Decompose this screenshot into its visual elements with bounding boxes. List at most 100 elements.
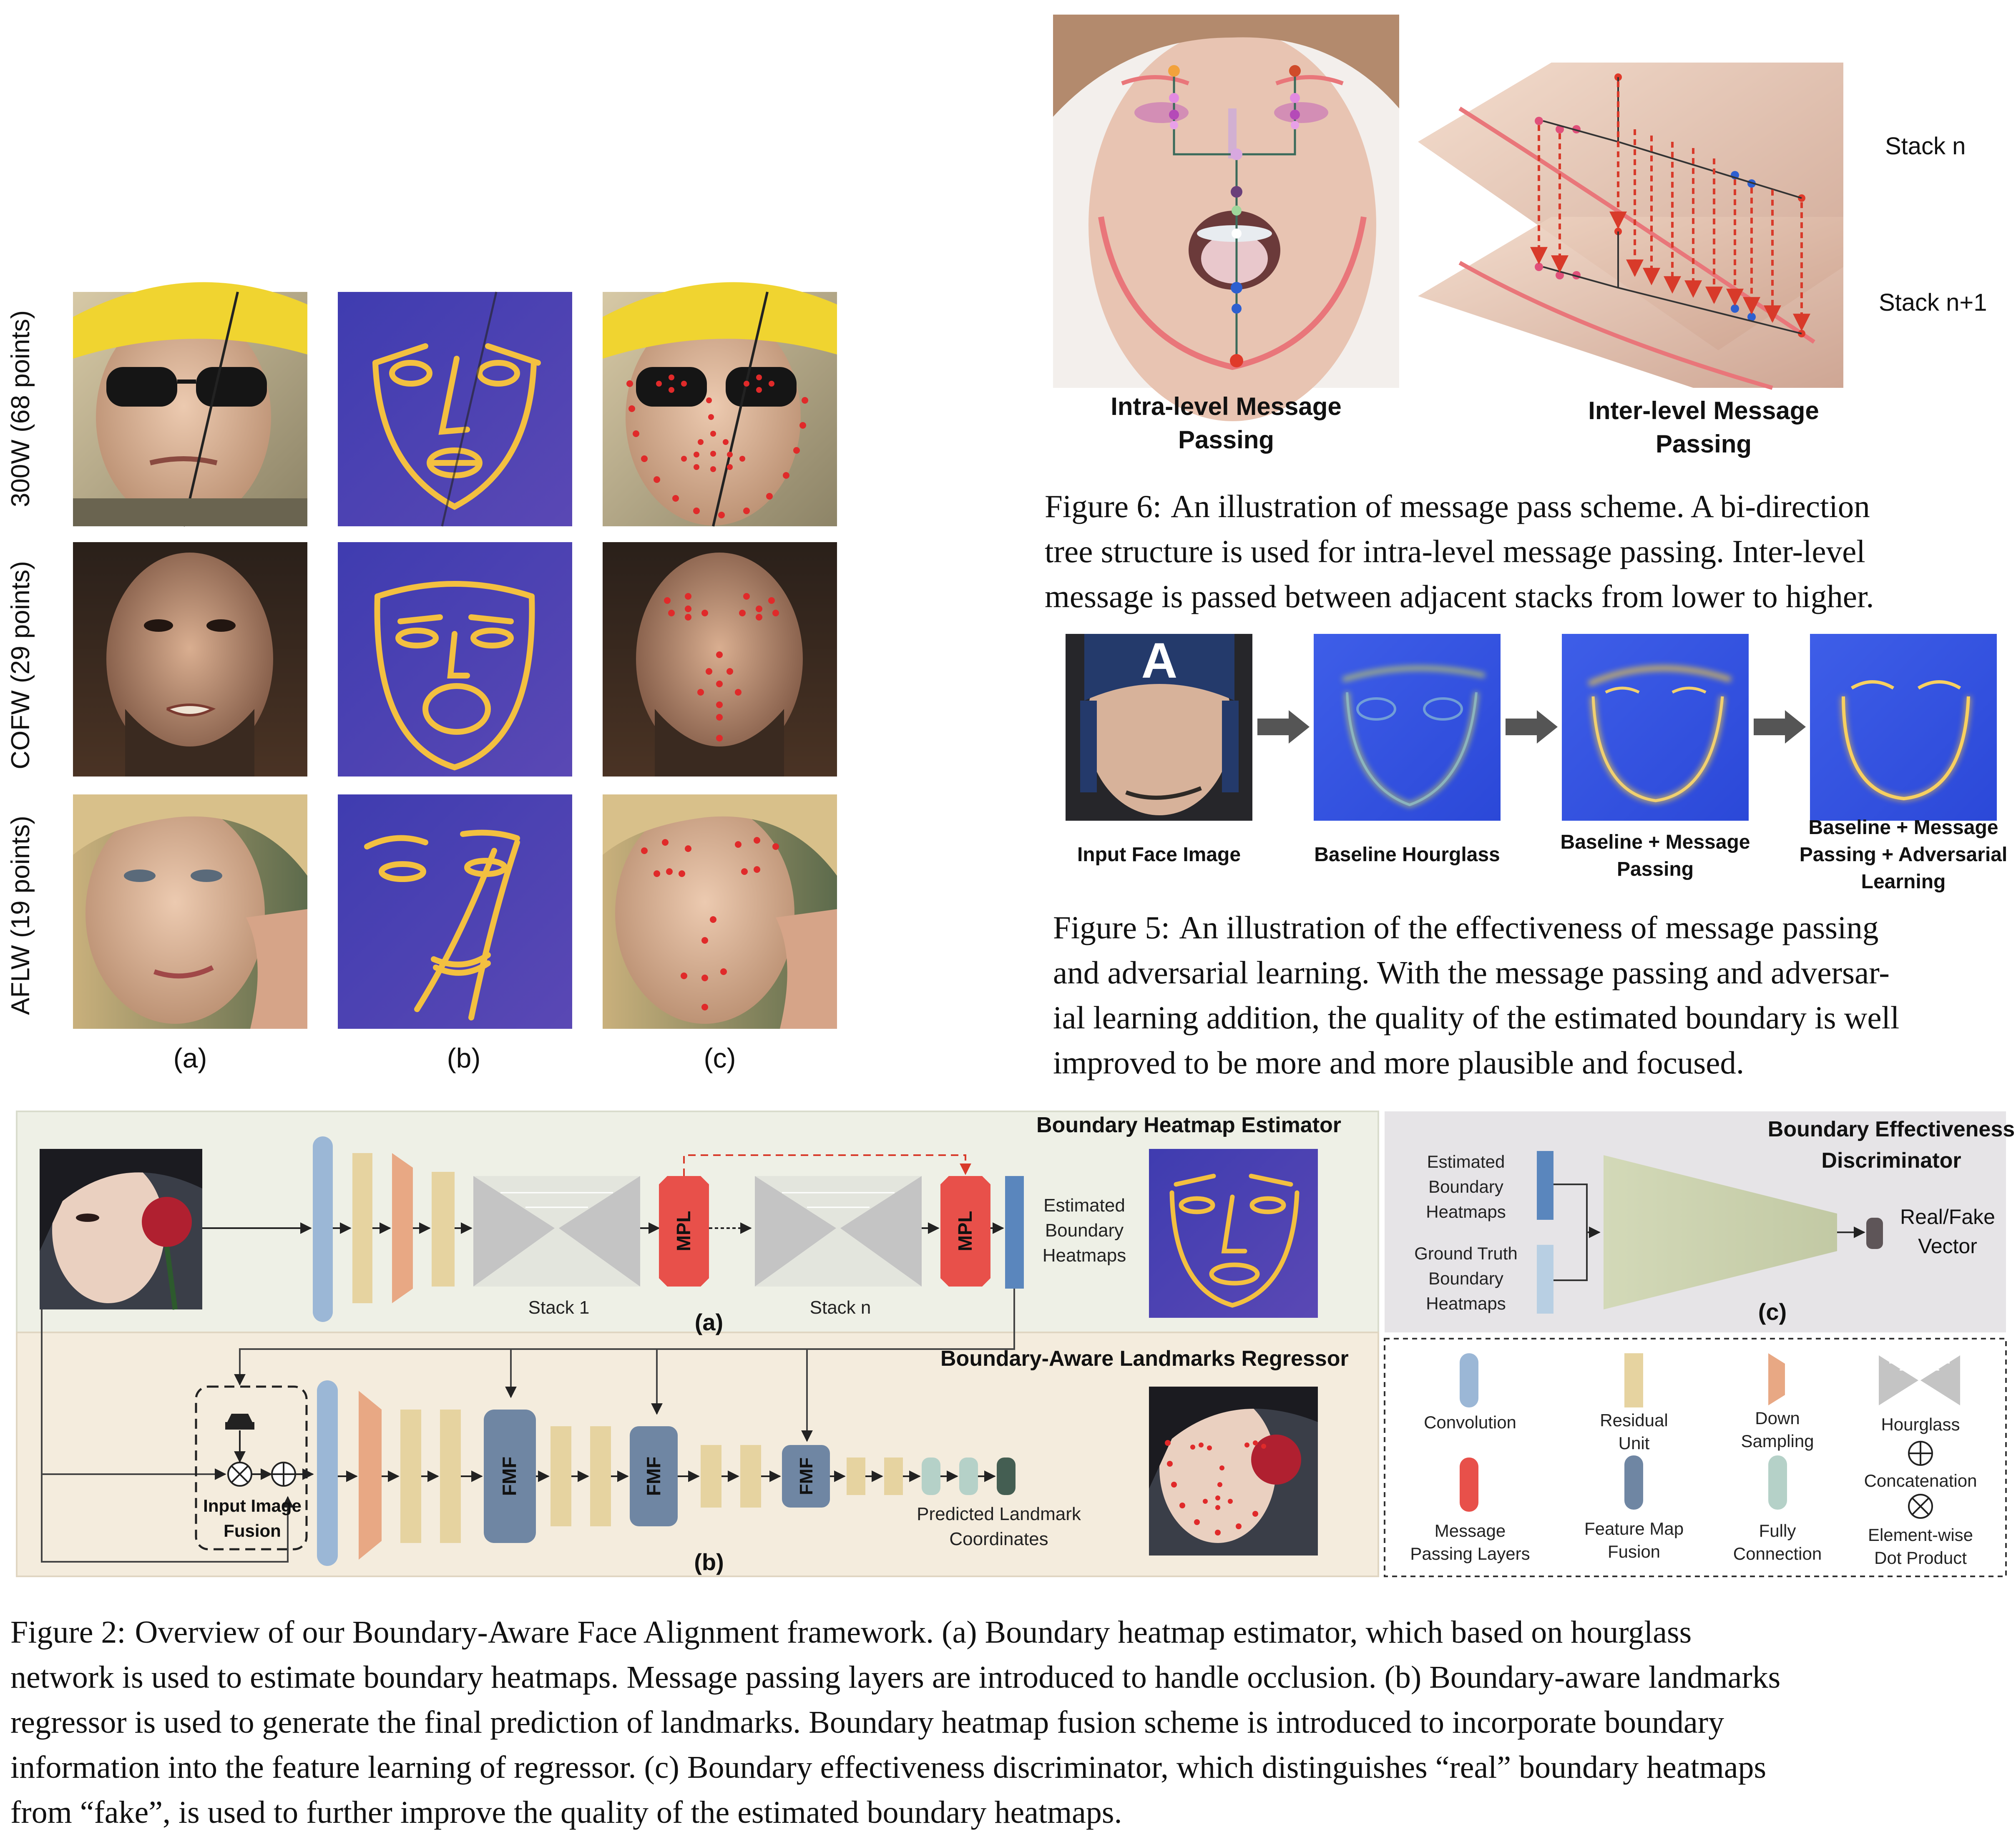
legend-fmf-swatch: [1624, 1455, 1643, 1510]
legend-downsample-line2: Sampling: [1741, 1431, 1814, 1451]
legend-downsample-line1: Down: [1755, 1408, 1800, 1428]
face-photo-aflw: [73, 794, 307, 1029]
baseline-message-passing-heatmap: [1562, 634, 1749, 821]
boundary-heatmap-300w: [338, 292, 572, 527]
fc-block-2: [959, 1458, 978, 1495]
fmf-block-2: [630, 1426, 678, 1526]
legend-mpl-line1: Message: [1435, 1521, 1506, 1540]
legend-hourglass-swatch: [1879, 1355, 1960, 1405]
legend-dot-product-line1: Element-wise: [1868, 1525, 1973, 1545]
estimated-heatmap-image: [1149, 1149, 1318, 1318]
input-image-fusion: [195, 1385, 314, 1551]
legend-downsample-swatch: [1768, 1353, 1785, 1405]
estimated-heatmaps-line2: Boundary: [1045, 1220, 1124, 1241]
ground-truth-heatmap-input: [1537, 1245, 1553, 1314]
landmark-overlay-cofw: [603, 542, 837, 777]
panel-a-title: Boundary Heatmap Estimator: [1036, 1113, 1341, 1137]
legend-residual-line2: Unit: [1619, 1433, 1650, 1453]
framework-input-face: [40, 1149, 202, 1310]
legend-dot-product-symbol: [1908, 1494, 1933, 1519]
intra-level-face: [1053, 15, 1399, 421]
hourglass-stackn: [755, 1176, 922, 1287]
conv-block-a: [313, 1136, 333, 1322]
inter-title-line2: Passing: [1656, 430, 1752, 458]
residual-block-b3: [551, 1426, 571, 1526]
face-photo-300w: [73, 282, 307, 527]
panel-c-label: (c): [1758, 1299, 1787, 1325]
panel-c-estimated-line1: Estimated: [1427, 1152, 1505, 1171]
legend-fmf-line1: Feature Map: [1584, 1519, 1684, 1538]
panel-b-title: Boundary-Aware Landmarks Regressor: [940, 1347, 1349, 1371]
legend: Convolution Residual Unit Down Sampling …: [1410, 1353, 1977, 1568]
estimated-heatmaps-line3: Heatmaps: [1043, 1245, 1126, 1266]
legend-convolution-swatch: [1460, 1353, 1478, 1407]
figure6-caption-line2: tree structure is used for intra-level m…: [1045, 533, 1865, 569]
figure2-caption-line4: information into the feature learning of…: [10, 1750, 1767, 1785]
legend-fmf-line2: Fusion: [1608, 1542, 1660, 1561]
legend-residual-swatch: [1624, 1353, 1643, 1407]
fig5-label-input: Input Face Image: [1077, 844, 1241, 866]
stack1-label: Stack 1: [528, 1297, 590, 1318]
boundary-heatmap-cofw: [338, 542, 572, 777]
figure5-caption-text1: An illustration of the effectiveness of …: [1179, 910, 1879, 945]
residual-block-b8: [884, 1458, 903, 1495]
estimated-heatmap-input: [1537, 1151, 1553, 1220]
stackn-label: Stack n: [810, 1297, 871, 1318]
fc-block-3: [997, 1458, 1016, 1495]
figure5-caption-line4: improved to be more and more plausible a…: [1053, 1045, 1745, 1081]
input-face-image: A: [1066, 633, 1252, 821]
residual-block-a2: [432, 1172, 455, 1287]
legend-fc-swatch: [1768, 1455, 1787, 1510]
residual-block-b5: [701, 1445, 721, 1508]
figure5-caption-line2: and adversarial learning. With the messa…: [1053, 955, 1890, 990]
row-cofw: [73, 542, 837, 777]
panel-c-title-line1: Boundary Effectiveness: [1768, 1117, 2015, 1141]
figure2-caption-line3: regressor is used to generate the final …: [10, 1705, 1724, 1740]
baseline-hourglass-heatmap: [1314, 634, 1501, 821]
intra-title-line1: Intra-level Message: [1111, 392, 1342, 420]
conv-block-b: [317, 1380, 338, 1566]
panel-c-gt-line2: Boundary: [1428, 1269, 1503, 1288]
residual-block-b1: [400, 1410, 421, 1543]
row-label-300w: 300W (68 points): [6, 310, 35, 507]
legend-concatenation-label: Concatenation: [1864, 1471, 1977, 1490]
legend-residual-line1: Residual: [1600, 1410, 1668, 1430]
legend-dot-product-line2: Dot Product: [1874, 1548, 1967, 1568]
legend-fc-line2: Connection: [1733, 1544, 1822, 1563]
boundary-output-block: [1005, 1176, 1024, 1289]
column-label-b: (b): [447, 1043, 481, 1073]
face-photo-cofw: [73, 542, 307, 777]
fc-block-1: [922, 1458, 940, 1495]
predicted-landmarks-image: [1149, 1387, 1318, 1556]
discriminator-network: [1604, 1155, 1837, 1309]
fig5-label-mp-line1: Baseline + Message: [1561, 831, 1750, 853]
mpl-label-1: MPL: [673, 1211, 694, 1251]
downsample-block-b: [359, 1391, 382, 1560]
intra-title-line2: Passing: [1178, 426, 1274, 454]
panel-c-gt-line3: Heatmaps: [1426, 1294, 1506, 1313]
adversarial-learning-heatmap: [1810, 634, 1997, 821]
panel-c-estimated-line3: Heatmaps: [1426, 1202, 1506, 1221]
fig5-label-mp-line2: Passing: [1617, 858, 1694, 880]
legend-fc-line1: Fully: [1759, 1521, 1796, 1540]
landmark-overlay-aflw: [603, 794, 837, 1029]
figure6-message-passing: Intra-level Message Passing: [1053, 15, 1987, 458]
figure2-caption: Figure 2: Overview of our Boundary-Aware …: [10, 1610, 2008, 1835]
legend-mpl-swatch: [1460, 1458, 1478, 1512]
fmf-label-1: FMF: [498, 1457, 520, 1496]
inter-level-stacks: [1418, 63, 1843, 390]
residual-block-b6: [740, 1445, 761, 1508]
legend-convolution-label: Convolution: [1424, 1412, 1516, 1432]
downsample-block-a: [392, 1153, 413, 1303]
residual-block-b4: [590, 1426, 611, 1526]
figure6-caption-label: Figure 6:: [1045, 488, 1162, 524]
fig5-label-adv-line3: Learning: [1861, 871, 1946, 893]
panel-c-gt-line1: Ground Truth: [1414, 1244, 1517, 1263]
fmf-label-3: FMF: [796, 1458, 817, 1495]
figure5-caption-line3: ial learning addition, the quality of th…: [1053, 1000, 1900, 1035]
column-label-a: (a): [173, 1043, 207, 1073]
fmf-block-3: [782, 1445, 830, 1508]
real-fake-line2: Vector: [1918, 1234, 1977, 1258]
fig5-label-baseline: Baseline Hourglass: [1314, 844, 1500, 866]
